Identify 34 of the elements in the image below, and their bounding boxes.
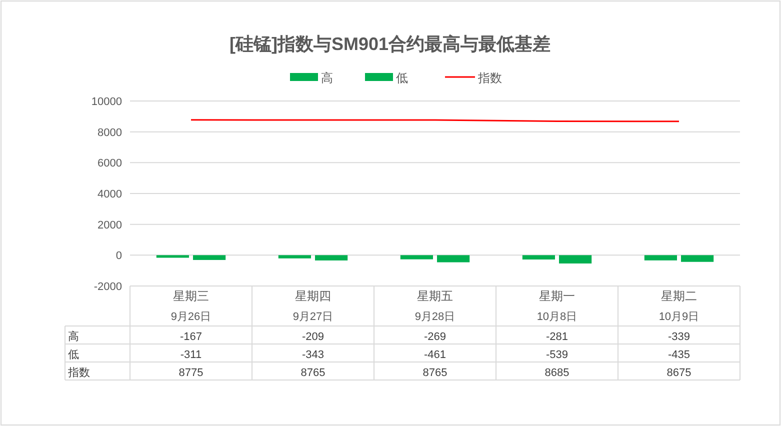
chart-title: [硅锰]指数与SM901合约最高与最低基差 — [229, 34, 551, 54]
data-label: -343 — [302, 349, 324, 361]
data-label: -435 — [668, 349, 690, 361]
data-label: -461 — [424, 349, 446, 361]
data-label: 8765 — [300, 367, 326, 379]
y-tick-label: 0 — [116, 250, 122, 262]
data-label: -311 — [180, 349, 202, 361]
x-tick-label: 星期三 9月26日 — [170, 289, 212, 323]
legend-label: 高 — [321, 71, 333, 85]
data-label: -167 — [180, 331, 202, 343]
legend-label: 低 — [396, 71, 408, 85]
data-label: -339 — [668, 331, 690, 343]
legend-label: 指数 — [477, 71, 502, 85]
y-tick-label: 6000 — [98, 158, 122, 170]
data-label: 8775 — [178, 367, 204, 379]
x-tick-label: 星期四 9月27日 — [292, 289, 334, 323]
y-tick-label: -2000 — [94, 281, 122, 293]
data-label: 8685 — [544, 367, 570, 379]
y-tick-label: 4000 — [98, 188, 122, 200]
data-label: -281 — [546, 331, 568, 343]
y-tick-label: 8000 — [98, 126, 122, 139]
data-label: 8765 — [422, 367, 448, 379]
y-tick-label: 10000 — [91, 96, 122, 108]
data-label: -209 — [302, 331, 324, 343]
x-tick-label: 星期一 10月8日 — [536, 289, 578, 323]
data-label: -269 — [424, 331, 446, 343]
data-label: 8675 — [666, 367, 692, 379]
text: 低 — [68, 349, 79, 361]
data-label: -539 — [546, 349, 568, 361]
text: 指数 — [68, 367, 90, 379]
x-tick-label: 星期二 10月9日 — [658, 289, 700, 323]
x-tick-label: 星期五 9月28日 — [414, 289, 456, 323]
y-tick-label: 2000 — [98, 219, 122, 232]
text: 高 — [68, 331, 79, 343]
